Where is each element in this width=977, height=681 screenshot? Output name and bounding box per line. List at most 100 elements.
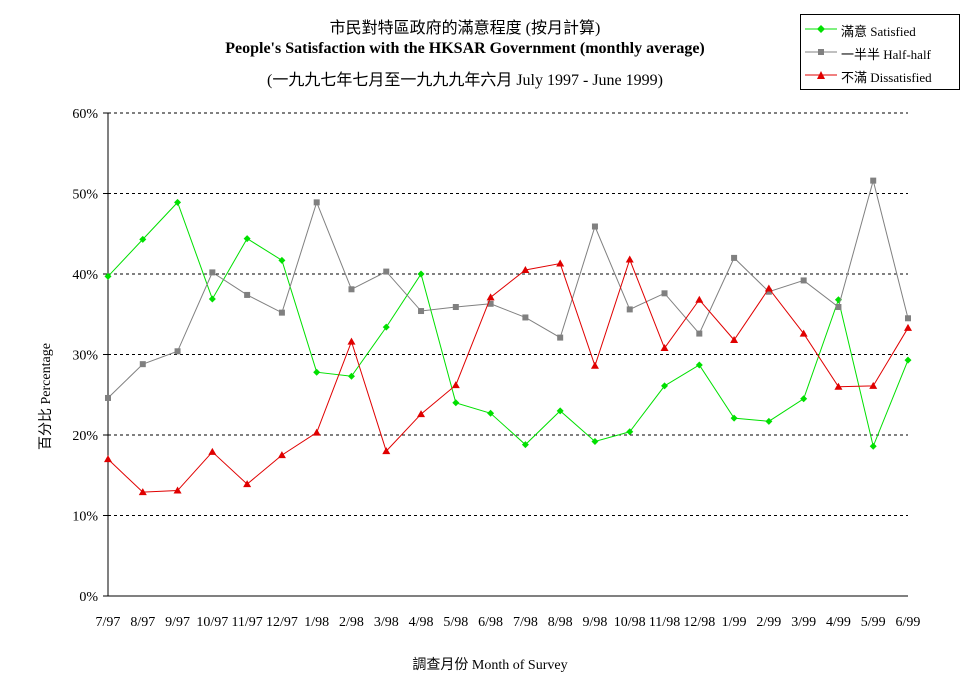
data-point-dissatisfied: [590, 361, 599, 369]
x-tick-label: 8/98: [548, 615, 573, 630]
legend-label-half-half: 一半半 Half-half: [841, 47, 931, 62]
data-point-dissatisfied: [138, 488, 147, 496]
data-point-half-half: [452, 304, 459, 311]
chart-date-range: (一九九七年七月至一九九九年六月 July 1997 - June 1999): [267, 72, 663, 89]
data-point-dissatisfied: [104, 455, 112, 463]
data-point-dissatisfied: [382, 447, 391, 455]
data-point-dissatisfied: [521, 265, 530, 273]
x-tick-label: 10/98: [614, 615, 646, 630]
legend-label-satisfied: 滿意 Satisfied: [841, 24, 916, 39]
y-tick-label: 30%: [72, 349, 98, 364]
data-point-dissatisfied: [869, 381, 878, 389]
x-tick-label: 12/98: [683, 615, 715, 630]
data-point-dissatisfied: [277, 451, 286, 459]
legend-item-half-half: 一半半 Half-half: [801, 41, 959, 63]
data-point-half-half: [487, 300, 494, 307]
y-tick-label: 0%: [79, 590, 98, 605]
data-point-dissatisfied: [730, 336, 739, 344]
x-tick-label: 11/98: [649, 615, 680, 630]
data-point-dissatisfied: [312, 428, 321, 436]
data-point-half-half: [139, 361, 146, 368]
data-point-satisfied: [243, 235, 251, 243]
x-tick-label: 10/97: [196, 615, 228, 630]
data-point-satisfied: [278, 256, 286, 264]
data-point-half-half: [835, 304, 842, 311]
data-point-dissatisfied: [451, 381, 460, 389]
x-axis-label: 調查月份 Month of Survey: [412, 658, 568, 673]
data-point-half-half: [870, 177, 877, 184]
y-tick-label: 50%: [72, 188, 98, 203]
data-point-satisfied: [139, 235, 147, 243]
data-point-satisfied: [347, 372, 355, 380]
data-point-half-half: [244, 291, 251, 298]
data-point-satisfied: [452, 399, 460, 407]
x-tick-label: 4/98: [409, 615, 434, 630]
chart-subtitle: People's Satisfaction with the HKSAR Gov…: [225, 40, 705, 57]
y-axis-label: 百分比 Percentage: [39, 343, 54, 450]
x-tick-label: 5/99: [861, 615, 886, 630]
legend-marker-satisfied: [805, 25, 837, 33]
data-point-half-half: [278, 309, 285, 316]
data-point-satisfied: [208, 295, 216, 303]
data-point-satisfied: [174, 198, 182, 206]
data-point-satisfied: [869, 442, 877, 450]
data-point-dissatisfied: [486, 293, 495, 301]
data-point-dissatisfied: [556, 259, 565, 267]
data-point-half-half: [626, 306, 633, 313]
y-tick-label: 20%: [72, 429, 98, 444]
data-point-satisfied: [695, 361, 703, 369]
legend-item-dissatisfied: 不滿 Dissatisfied: [801, 64, 959, 86]
legend-item-satisfied: 滿意 Satisfied: [801, 18, 959, 40]
data-point-dissatisfied: [660, 344, 669, 352]
chart-title: 市民對特區政府的滿意程度 (按月計算): [329, 20, 601, 37]
y-tick-label: 10%: [72, 510, 98, 525]
data-point-satisfied: [487, 409, 495, 417]
data-point-satisfied: [104, 272, 112, 280]
data-point-half-half: [383, 268, 390, 275]
x-tick-label: 2/99: [756, 615, 781, 630]
data-point-satisfied: [417, 270, 425, 278]
data-point-satisfied: [800, 395, 808, 403]
x-tick-label: 12/97: [266, 615, 298, 630]
data-point-half-half: [591, 223, 598, 230]
data-point-half-half: [348, 286, 355, 293]
data-point-satisfied: [382, 323, 390, 331]
data-point-dissatisfied: [799, 329, 808, 337]
data-point-dissatisfied: [173, 486, 182, 494]
data-point-half-half: [418, 308, 425, 315]
data-point-half-half: [105, 394, 111, 401]
data-point-dissatisfied: [347, 337, 356, 345]
data-point-satisfied: [591, 437, 599, 445]
legend: 滿意 Satisfied 一半半 Half-half 不滿 Dissatisfi…: [800, 14, 960, 90]
x-tick-label: 8/97: [130, 615, 155, 630]
data-point-dissatisfied: [834, 382, 843, 390]
data-point-half-half: [800, 277, 807, 284]
series-line-half-half: [107, 178, 909, 399]
x-tick-label: 9/98: [583, 615, 608, 630]
data-point-satisfied: [626, 428, 634, 436]
x-tick-label: 4/99: [826, 615, 851, 630]
y-tick-label: 40%: [72, 268, 98, 283]
data-point-dissatisfied: [695, 295, 704, 303]
data-point-half-half: [522, 314, 529, 321]
x-tick-label: 6/98: [478, 615, 503, 630]
data-point-half-half: [765, 288, 772, 295]
data-point-satisfied: [521, 441, 529, 449]
legend-marker-dissatisfied: [805, 71, 837, 79]
x-tick-label: 1/99: [722, 615, 747, 630]
y-tick-label: 60%: [72, 107, 98, 122]
data-point-dissatisfied: [625, 255, 634, 263]
data-point-half-half: [209, 269, 216, 276]
data-point-satisfied: [730, 414, 738, 422]
x-tick-label: 3/98: [374, 615, 399, 630]
data-point-half-half: [174, 348, 181, 355]
data-point-dissatisfied: [417, 410, 426, 418]
data-point-half-half: [696, 330, 703, 337]
data-point-half-half: [731, 254, 738, 261]
x-tick-label: 7/98: [513, 615, 538, 630]
data-point-half-half: [313, 199, 320, 206]
data-point-satisfied: [661, 382, 669, 390]
x-tick-label: 3/99: [791, 615, 816, 630]
data-point-dissatisfied: [243, 480, 252, 488]
